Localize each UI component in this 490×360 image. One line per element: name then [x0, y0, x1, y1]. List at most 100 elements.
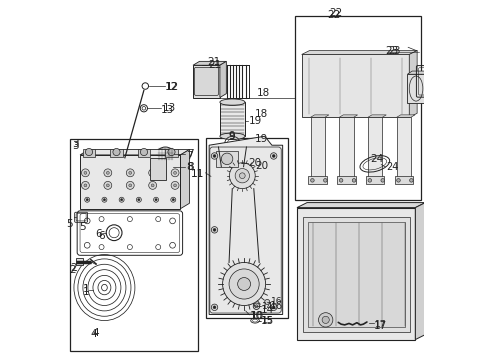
Circle shape [339, 179, 343, 182]
FancyBboxPatch shape [195, 67, 219, 95]
Circle shape [138, 199, 140, 201]
Text: 13: 13 [163, 103, 176, 113]
Circle shape [104, 169, 112, 177]
Circle shape [126, 169, 134, 177]
Bar [216, 150, 238, 167]
Circle shape [397, 179, 400, 182]
Circle shape [102, 197, 107, 202]
Circle shape [104, 181, 112, 189]
FancyBboxPatch shape [210, 147, 281, 313]
Bar [337, 176, 356, 184]
Circle shape [352, 179, 356, 182]
Circle shape [229, 163, 255, 189]
Polygon shape [297, 208, 416, 339]
Text: 18: 18 [255, 109, 269, 119]
Polygon shape [302, 50, 417, 54]
Circle shape [136, 197, 141, 202]
Ellipse shape [219, 143, 246, 150]
Circle shape [235, 168, 249, 183]
Circle shape [121, 199, 122, 201]
Bar [394, 176, 413, 184]
Circle shape [323, 179, 327, 182]
Circle shape [85, 148, 93, 156]
Circle shape [211, 304, 218, 311]
Circle shape [86, 199, 88, 201]
Text: 17: 17 [374, 321, 388, 331]
Circle shape [141, 148, 147, 156]
Ellipse shape [221, 164, 244, 170]
Text: 1: 1 [82, 284, 89, 294]
Circle shape [229, 269, 259, 299]
Polygon shape [339, 115, 358, 117]
Text: 10: 10 [250, 311, 264, 320]
Circle shape [238, 278, 250, 291]
Text: 15: 15 [261, 316, 274, 325]
Text: 22: 22 [327, 10, 341, 20]
Circle shape [322, 316, 329, 323]
Polygon shape [397, 117, 411, 180]
Text: 6: 6 [95, 229, 101, 239]
Circle shape [81, 181, 89, 189]
Text: 7: 7 [187, 149, 194, 159]
Circle shape [126, 181, 134, 189]
Text: 22: 22 [329, 8, 343, 18]
Text: 9: 9 [229, 131, 236, 141]
Bar [220, 102, 245, 136]
Polygon shape [409, 50, 417, 117]
Text: 24: 24 [386, 162, 398, 172]
Text: 17: 17 [375, 320, 386, 329]
Text: 23: 23 [385, 46, 398, 56]
Polygon shape [180, 149, 190, 209]
Circle shape [311, 179, 314, 182]
Circle shape [172, 199, 174, 201]
Text: 2: 2 [70, 263, 76, 273]
Text: 16: 16 [271, 297, 282, 306]
Polygon shape [193, 61, 226, 65]
Text: 8: 8 [186, 162, 193, 172]
Text: 11: 11 [191, 168, 204, 179]
Circle shape [119, 197, 124, 202]
Circle shape [410, 179, 413, 182]
Polygon shape [311, 115, 329, 117]
Text: 21: 21 [208, 57, 221, 67]
Circle shape [240, 173, 245, 179]
Circle shape [265, 300, 270, 305]
Bar [80, 155, 180, 209]
Text: 15: 15 [262, 316, 273, 325]
Text: 5: 5 [66, 220, 73, 229]
Circle shape [103, 199, 105, 201]
Text: 4: 4 [93, 328, 99, 338]
Bar [110, 149, 123, 157]
Bar [193, 65, 220, 98]
Text: 19: 19 [255, 135, 269, 144]
Text: 9: 9 [229, 132, 236, 142]
Circle shape [129, 184, 132, 187]
Bar [165, 149, 178, 157]
Circle shape [84, 184, 87, 187]
Polygon shape [80, 149, 190, 155]
Text: 13: 13 [161, 105, 174, 115]
Text: 11: 11 [191, 168, 204, 179]
Text: 16: 16 [270, 301, 283, 311]
Circle shape [221, 153, 233, 165]
Polygon shape [209, 136, 283, 315]
Ellipse shape [220, 133, 245, 139]
Text: 20: 20 [255, 161, 268, 171]
Polygon shape [302, 54, 409, 117]
Text: 12: 12 [166, 82, 179, 92]
Text: 14: 14 [261, 305, 274, 315]
Circle shape [270, 153, 277, 159]
Ellipse shape [157, 147, 174, 161]
Circle shape [213, 228, 216, 231]
Text: 2: 2 [69, 265, 76, 275]
Circle shape [222, 262, 266, 306]
Circle shape [211, 153, 218, 159]
Circle shape [168, 148, 175, 156]
Bar [295, 16, 421, 200]
Circle shape [155, 199, 157, 201]
Circle shape [272, 306, 275, 309]
Circle shape [84, 171, 87, 174]
Circle shape [171, 181, 179, 189]
Polygon shape [368, 115, 386, 117]
Circle shape [255, 305, 258, 308]
